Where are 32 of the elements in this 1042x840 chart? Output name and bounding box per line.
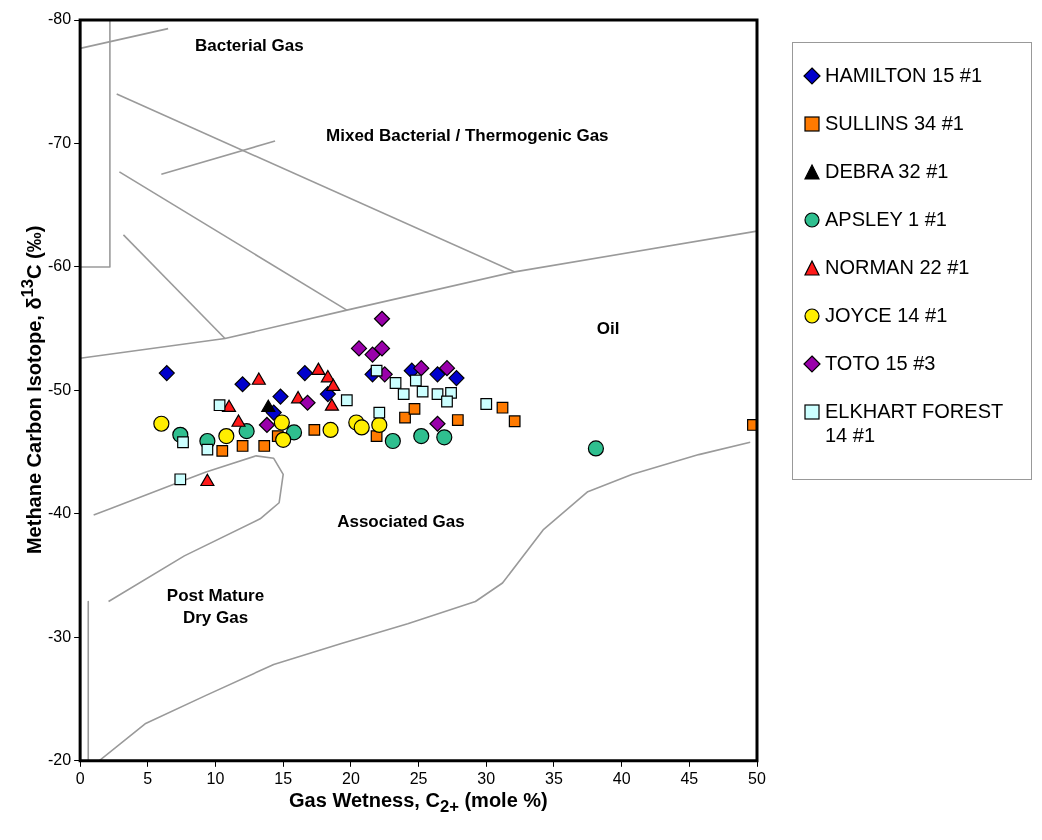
y-tick-label: -40 — [48, 504, 72, 522]
x-tick-label: 15 — [274, 769, 293, 787]
y-tick-label: -80 — [48, 10, 72, 28]
legend-label: APSLEY 1 #1 — [825, 207, 948, 231]
y-tick-label: -50 — [48, 380, 72, 398]
legend-label: HAMILTON 15 #1 — [825, 63, 984, 87]
legend-label: TOTO 15 #3 — [825, 351, 937, 375]
legend-label: NORMAN 22 #1 — [825, 255, 971, 279]
y-tick-label: -30 — [48, 627, 72, 645]
x-tick-label: 20 — [341, 769, 360, 787]
legend-label: ELKHART FOREST 14 #1 — [825, 399, 1004, 447]
legend-label: DEBRA 32 #1 — [825, 159, 950, 183]
x-tick-label: 25 — [409, 769, 428, 787]
annotation: Mixed Bacterial / Thermogenic Gas — [326, 125, 609, 145]
legend-label: SULLINS 34 #1 — [825, 111, 965, 135]
annotation: Post Mature Dry Gas — [166, 586, 265, 628]
legend-label: JOYCE 14 #1 — [825, 303, 949, 327]
x-tick-label: 10 — [206, 769, 225, 787]
x-tick-label: 30 — [477, 769, 496, 787]
annotation: Associated Gas — [337, 511, 465, 531]
y-tick-label: -70 — [48, 133, 72, 151]
x-tick-label: 40 — [612, 769, 631, 787]
x-tick-label: 5 — [143, 769, 153, 787]
y-tick-label: -60 — [48, 257, 72, 275]
x-tick-label: 50 — [748, 769, 766, 787]
annotation: Bacterial Gas — [195, 35, 304, 55]
x-axis-title: Gas Wetness, C$_{2+}$ (mole %) — [289, 788, 548, 817]
annotation: Oil — [596, 318, 620, 338]
x-tick-label: 0 — [75, 769, 85, 787]
x-tick-label: 35 — [545, 769, 563, 787]
y-tick-label: -20 — [48, 751, 72, 769]
x-tick-label: 45 — [680, 769, 699, 787]
